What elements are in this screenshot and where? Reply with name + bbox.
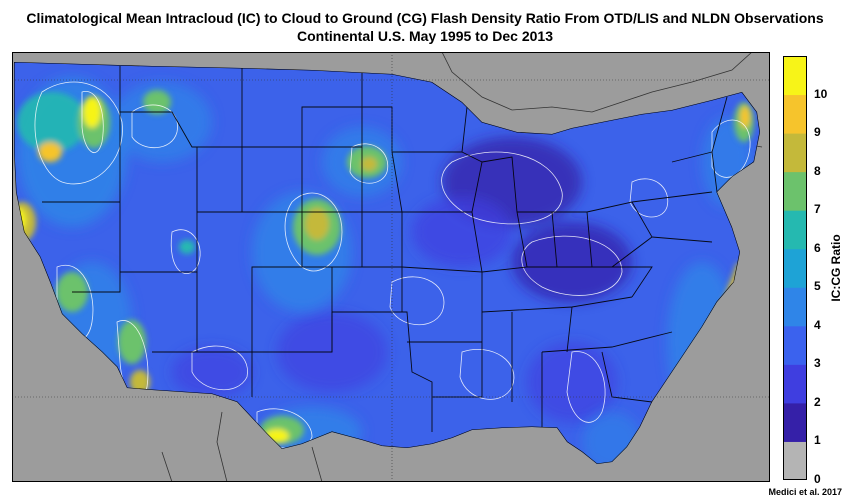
colorbar-tick-6: 6 xyxy=(814,240,821,255)
colorbar-band-10 xyxy=(783,56,807,96)
colorbar-tick-9: 9 xyxy=(814,125,821,140)
high-area-idaho-core xyxy=(83,96,101,128)
high-area-maine-core xyxy=(740,106,750,128)
colorbar-tick-10: 10 xyxy=(814,86,828,101)
low-area-midwest xyxy=(412,197,512,267)
colorbar-frame xyxy=(783,56,807,480)
high-area-s-california xyxy=(130,370,150,394)
colorbar-band-5 xyxy=(783,248,807,288)
colorbar-band-8 xyxy=(783,133,807,173)
low-ratio-areas xyxy=(172,137,632,422)
colorbar-tick-4: 4 xyxy=(814,317,821,332)
high-area-colorado-core xyxy=(305,208,329,240)
colorbar-band-6 xyxy=(783,210,807,250)
map-title-line1: Climatological Mean Intracloud (IC) to C… xyxy=(26,10,824,26)
colorbar-tick-1: 1 xyxy=(814,433,821,448)
state-borders xyxy=(42,66,728,432)
low-area-ohio xyxy=(512,222,632,302)
high-area-oregon xyxy=(38,142,62,162)
colorbar-tick-8: 8 xyxy=(814,163,821,178)
colorbar-label: IC:CG Ratio xyxy=(829,234,843,302)
graticule xyxy=(12,52,770,482)
neighbor-borders xyxy=(161,52,763,482)
colorbar-tick-3: 3 xyxy=(814,356,821,371)
colorbar-band-7 xyxy=(783,171,807,211)
colorbar-tick-2: 2 xyxy=(814,394,821,409)
map-frame xyxy=(12,52,770,482)
map-title-line2: Continental U.S. May 1995 to Dec 2013 xyxy=(297,28,553,44)
colorbar-tick-7: 7 xyxy=(814,202,821,217)
colorbar-band-9 xyxy=(783,94,807,134)
colorbar-band-3 xyxy=(783,325,807,365)
high-area-washington xyxy=(17,92,87,152)
high-area-kansas xyxy=(179,240,195,254)
high-area-montana xyxy=(143,90,171,114)
high-area-south-dakota-core xyxy=(361,157,377,171)
high-area-sierra xyxy=(118,320,146,364)
colorbar-band-2 xyxy=(783,364,807,404)
colorbar-band-1 xyxy=(783,402,807,442)
colorbar-tick-0: 0 xyxy=(814,472,821,486)
credit-text: Medici et al. 2017 xyxy=(768,487,842,497)
colorbar-tick-5: 5 xyxy=(814,279,821,294)
colorbar xyxy=(783,56,807,480)
colorbar-band-0 xyxy=(783,441,807,480)
ratio-map xyxy=(12,52,770,482)
low-area-southeast xyxy=(527,342,617,422)
colorbar-band-4 xyxy=(783,287,807,327)
